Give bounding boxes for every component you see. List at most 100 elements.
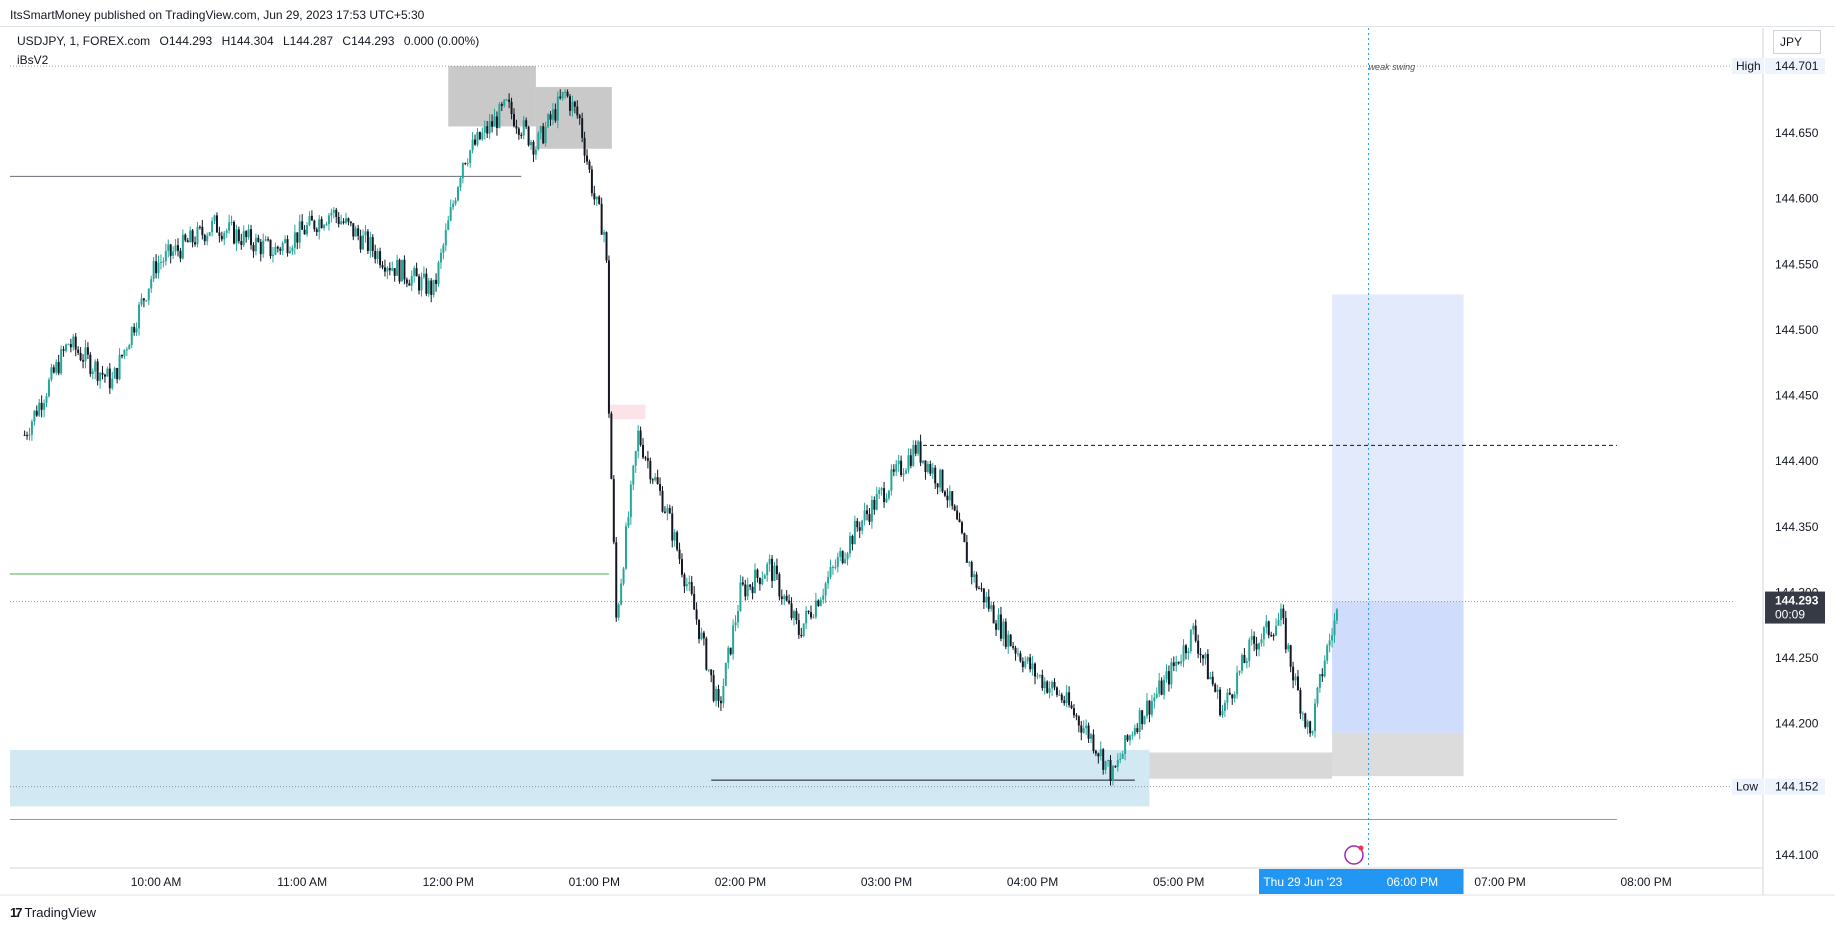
candle-body xyxy=(666,508,669,513)
candle-body xyxy=(904,470,907,474)
candle-body xyxy=(659,483,662,491)
candle-body xyxy=(646,458,649,461)
candle-body xyxy=(301,221,304,230)
price-tick-label: 144.350 xyxy=(1775,520,1819,534)
candle-body xyxy=(1306,721,1309,728)
indicator-label[interactable]: iBsV2 xyxy=(17,53,49,67)
candle-body xyxy=(1253,636,1256,644)
candle-body xyxy=(267,239,270,241)
candle-body xyxy=(1021,661,1024,668)
candle-body xyxy=(203,235,206,242)
candle-body xyxy=(230,221,233,223)
candle-body xyxy=(45,396,48,404)
candle-body xyxy=(671,513,674,541)
candle-body xyxy=(783,595,786,600)
current-price-box xyxy=(1765,591,1825,624)
candle-body xyxy=(746,584,749,597)
candle-body xyxy=(1167,671,1170,685)
candle-body xyxy=(629,484,632,518)
candle-body xyxy=(1299,690,1302,714)
candle-body xyxy=(1133,728,1136,735)
published-bar: ItsSmartMoney published on TradingView.c… xyxy=(0,0,1835,27)
candle-body xyxy=(418,276,421,291)
candle-body xyxy=(853,520,856,545)
candle-body xyxy=(836,557,839,567)
candle-body xyxy=(201,226,204,236)
candle-body xyxy=(1019,653,1022,662)
candle-body xyxy=(763,575,766,579)
candle-body xyxy=(352,223,355,237)
candle-body xyxy=(452,203,455,208)
close-value: 144.293 xyxy=(351,34,395,48)
candle-body xyxy=(1072,708,1075,716)
candle-body xyxy=(1163,679,1166,695)
candle-body xyxy=(568,96,571,111)
candle-body xyxy=(1189,629,1192,652)
candle-body xyxy=(958,519,961,523)
candle-body xyxy=(1048,688,1051,693)
candle-body xyxy=(1150,701,1153,715)
candle-body xyxy=(802,623,805,637)
candle-body xyxy=(1051,681,1054,689)
candle-body xyxy=(271,254,274,257)
price-tick-label: 144.600 xyxy=(1775,192,1819,206)
candle-body xyxy=(481,132,484,140)
candle-body xyxy=(116,368,119,380)
candle-body xyxy=(1155,693,1158,698)
position-target xyxy=(1332,294,1464,602)
candle-body xyxy=(252,245,255,252)
candle-body xyxy=(150,278,153,289)
candle-body xyxy=(35,410,38,416)
candle-body xyxy=(1292,666,1295,681)
candle-body xyxy=(693,593,696,610)
candle-body xyxy=(94,361,97,372)
candle-body xyxy=(1243,654,1246,663)
candle-body xyxy=(138,304,141,329)
candle-body xyxy=(332,209,335,213)
candle-body xyxy=(1182,645,1185,662)
candle-body xyxy=(576,106,579,116)
candle-body xyxy=(702,632,705,639)
candle-body xyxy=(72,336,75,348)
currency-selector[interactable]: JPY xyxy=(1773,30,1821,54)
candle-body xyxy=(1065,692,1068,704)
candle-body xyxy=(649,460,652,480)
candle-body xyxy=(196,226,199,245)
price-tick-label: 144.400 xyxy=(1775,454,1819,468)
candle-body xyxy=(698,619,701,639)
candle-body xyxy=(1114,766,1117,768)
candle-body xyxy=(1058,694,1061,696)
candle-body xyxy=(1318,674,1321,688)
candle-body xyxy=(1043,681,1046,689)
candle-body xyxy=(1328,640,1331,646)
candle-body xyxy=(841,551,844,564)
candle-body xyxy=(680,559,683,575)
candle-body xyxy=(476,132,479,145)
candle-body xyxy=(554,109,557,121)
candle-body xyxy=(756,569,759,578)
candle-body xyxy=(276,246,279,249)
candle-body xyxy=(62,349,65,351)
candle-body xyxy=(194,242,197,245)
candle-body xyxy=(634,451,637,466)
footer-brand: 17 TradingView xyxy=(10,905,96,920)
candle-body xyxy=(1323,660,1326,677)
candle-body xyxy=(500,104,503,106)
symbol-name[interactable]: USDJPY, 1, FOREX.com xyxy=(17,34,151,48)
candle-body xyxy=(990,605,993,609)
candle-body xyxy=(420,277,423,291)
candle-body xyxy=(359,235,362,250)
candle-body xyxy=(975,574,978,589)
candle-body xyxy=(766,564,769,576)
candle-body xyxy=(259,241,262,255)
candle-body xyxy=(184,234,187,241)
candle-body xyxy=(89,354,92,374)
candle-body xyxy=(235,229,238,244)
candle-body xyxy=(1240,654,1243,671)
candle-body xyxy=(79,352,82,361)
candle-body xyxy=(566,91,569,97)
current-price-label: 144.293 xyxy=(1775,594,1819,608)
candle-body xyxy=(892,469,895,472)
candle-body xyxy=(1197,640,1200,654)
